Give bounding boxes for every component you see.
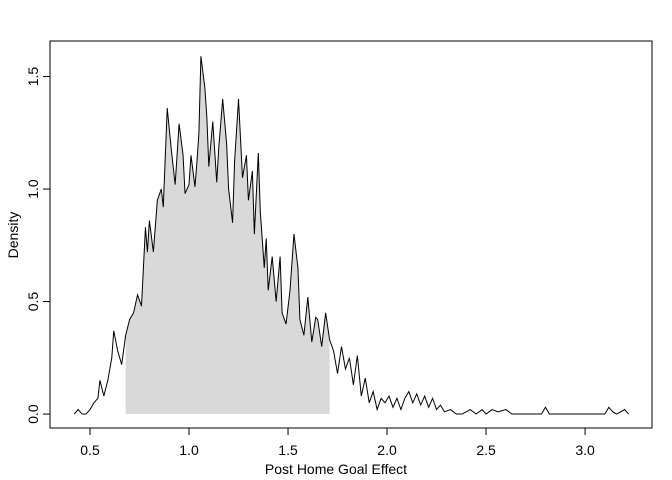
x-tick-label: 3.0 <box>575 442 595 458</box>
shaded-interval <box>125 56 330 415</box>
x-tick-label: 2.5 <box>476 442 496 458</box>
y-tick-label: 1.5 <box>25 67 41 87</box>
y-axis-label: Density <box>5 212 21 259</box>
x-tick-label: 1.5 <box>278 442 298 458</box>
x-tick-label: 0.5 <box>80 442 100 458</box>
x-tick-label: 2.0 <box>377 442 397 458</box>
x-tick-label: 1.0 <box>179 442 199 458</box>
y-tick-label: 0.5 <box>25 292 41 312</box>
x-axis-label: Post Home Goal Effect <box>265 461 407 477</box>
y-tick-label: 1.0 <box>25 179 41 199</box>
plot-box <box>49 40 653 429</box>
y-tick-label: 0.0 <box>25 404 41 424</box>
density-line <box>73 56 630 415</box>
